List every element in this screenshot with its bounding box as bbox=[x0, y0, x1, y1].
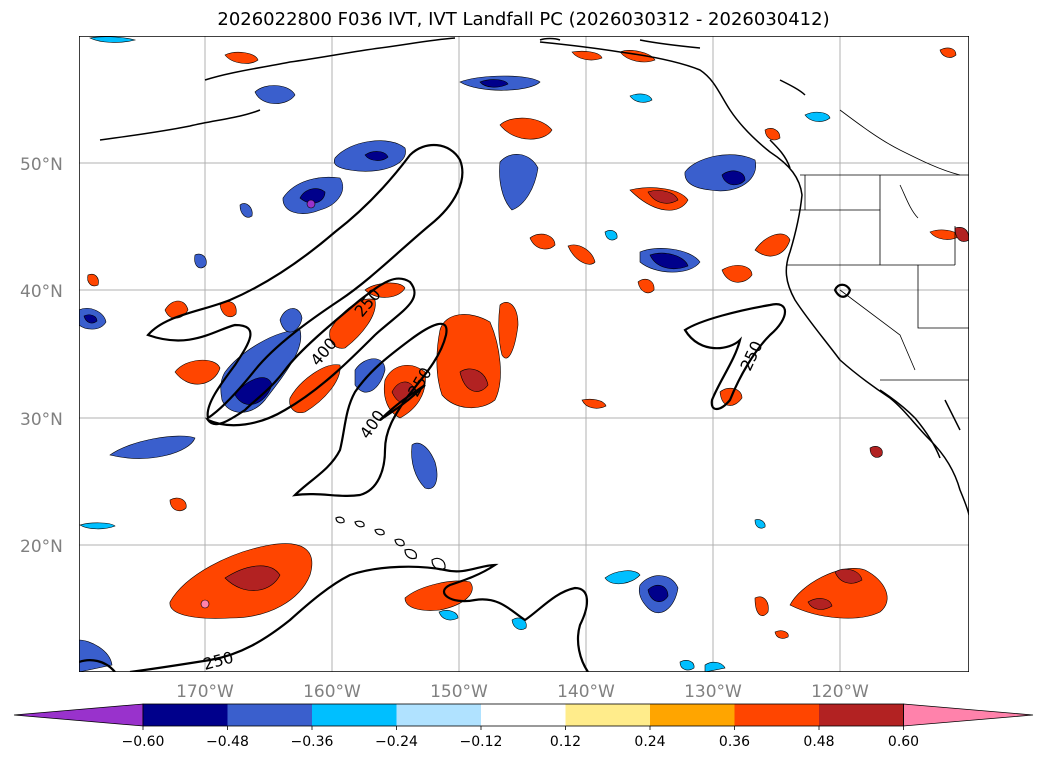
colorbar-tick-label: −0.60 bbox=[122, 734, 165, 750]
lon-label-150w: 150°W bbox=[430, 682, 488, 702]
lat-label-30n: 30°N bbox=[20, 410, 63, 430]
lon-label-130w: 130°W bbox=[684, 682, 742, 702]
colorbar-tick-label: −0.12 bbox=[460, 734, 503, 750]
colorbar: −0.60 −0.48 −0.36 −0.24 −0.12 0.12 0.24 0.36 0.4… bbox=[13, 703, 1034, 750]
islands bbox=[335, 516, 446, 571]
lon-label-160w: 160°W bbox=[303, 682, 361, 702]
colorbar-tick-label: 0.60 bbox=[888, 734, 919, 750]
lat-label-50n: 50°N bbox=[20, 155, 63, 175]
colorbar-bin bbox=[481, 704, 566, 726]
colorbar-tick-label: 0.12 bbox=[550, 734, 581, 750]
lat-label-40n: 40°N bbox=[20, 282, 63, 302]
coastlines bbox=[99, 37, 969, 516]
negative-pc-regions bbox=[79, 36, 831, 672]
colorbar-bin bbox=[396, 704, 481, 726]
colorbar-tick-label: −0.36 bbox=[291, 734, 334, 750]
colorbar-bin bbox=[565, 704, 650, 726]
political-borders bbox=[787, 109, 969, 381]
lat-label-20n: 20°N bbox=[20, 537, 63, 557]
longitude-labels: 170°W 160°W 150°W 140°W 130°W 120°W bbox=[176, 682, 869, 702]
positive-pc-regions bbox=[87, 47, 969, 639]
latitude-labels: 50°N 40°N 30°N 20°N bbox=[20, 155, 63, 557]
contour-label: 400 bbox=[356, 406, 389, 442]
lon-label-170w: 170°W bbox=[176, 682, 234, 702]
colorbar-tick-label: 0.36 bbox=[719, 734, 750, 750]
colorbar-bin bbox=[734, 704, 819, 726]
colorbar-bin bbox=[312, 704, 397, 726]
colorbar-bin bbox=[819, 704, 904, 726]
ivt-contours bbox=[79, 143, 852, 672]
map-title: 2026022800 F036 IVT, IVT Landfall PC (20… bbox=[217, 9, 830, 30]
gridlines bbox=[79, 36, 969, 672]
colorbar-tick-label: −0.48 bbox=[206, 734, 249, 750]
colorbar-over-arrow bbox=[903, 703, 1034, 727]
colorbar-bin bbox=[143, 704, 228, 726]
lon-label-120w: 120°W bbox=[811, 682, 869, 702]
lon-label-140w: 140°W bbox=[557, 682, 615, 702]
colorbar-bin bbox=[227, 704, 312, 726]
colorbar-tick-label: −0.24 bbox=[375, 734, 418, 750]
colorbar-under-arrow bbox=[13, 703, 144, 727]
colorbar-frame bbox=[142, 703, 904, 727]
contour-label: 250 bbox=[201, 648, 235, 674]
map-area: 250 400 250 400 250 250 bbox=[79, 36, 969, 674]
colorbar-tick-label: 0.48 bbox=[803, 734, 834, 750]
colorbar-bin bbox=[650, 704, 735, 726]
colorbar-tick-label: 0.24 bbox=[634, 734, 665, 750]
